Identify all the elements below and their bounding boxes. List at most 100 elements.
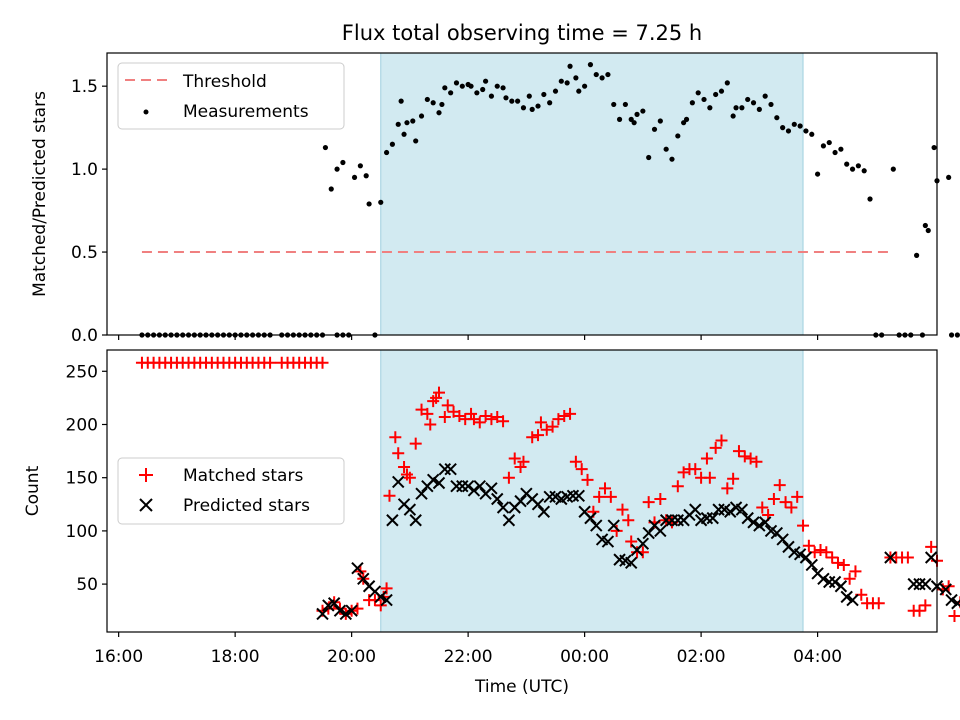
predicted-point: [776, 533, 789, 546]
top-ylabel: Matched/Predicted stars: [30, 91, 50, 297]
predicted-point: [817, 572, 830, 585]
measurement-point: [605, 71, 611, 78]
top-x-ticks: [118, 335, 819, 340]
measurement-point: [695, 90, 701, 96]
matched-point: [837, 558, 850, 571]
bottom-xtick-label: 16:00: [94, 647, 143, 667]
measurement-point: [582, 83, 588, 89]
measurement-point: [351, 174, 358, 181]
predicted-point: [327, 597, 341, 610]
measurement-point: [855, 163, 861, 169]
predicted-point: [907, 577, 920, 591]
measurement-point: [500, 85, 506, 91]
bottom-xlabel: Time (UTC): [474, 677, 569, 697]
bottom-axes-frame: [106, 349, 938, 633]
top-ytick-label: 1.5: [71, 77, 98, 97]
matched-point: [508, 452, 521, 465]
top-ytick-label: 0.0: [71, 326, 98, 346]
measurement-point: [334, 166, 340, 172]
predicted-point: [706, 511, 719, 525]
measurement-point: [724, 80, 730, 86]
measurement-point: [675, 133, 681, 139]
measurement-point: [663, 146, 669, 152]
matched-point: [502, 471, 515, 484]
measurement-point: [430, 100, 436, 106]
measurement-point: [442, 85, 448, 91]
measurement-point: [547, 100, 553, 106]
measurement-point: [631, 120, 637, 126]
predicted-point: [403, 503, 417, 516]
matched-point: [785, 501, 798, 514]
measurement-point: [541, 91, 547, 98]
measurement-point: [363, 173, 369, 179]
measurement-point: [529, 106, 535, 112]
measurement-point: [946, 174, 952, 181]
matched-point: [925, 540, 938, 553]
measurement-point: [814, 171, 821, 177]
measurement-point: [599, 75, 605, 81]
matched-point: [843, 572, 856, 585]
measurement-point: [713, 91, 719, 98]
measurement-point: [689, 100, 695, 106]
predicted-point: [572, 489, 585, 502]
matched-point: [732, 445, 745, 458]
top-axes-frame: [106, 52, 938, 336]
matched-point: [333, 602, 346, 615]
bottom-xtick-label: 18:00: [211, 647, 260, 667]
matched-point: [398, 461, 411, 474]
matched-point: [802, 539, 815, 552]
matched-point: [497, 415, 510, 428]
measurement-point: [785, 128, 792, 134]
matched-point: [514, 461, 527, 474]
matched-point: [919, 599, 932, 612]
predicted-point: [543, 490, 556, 504]
measurement-point: [634, 111, 640, 117]
measurement-point: [366, 201, 372, 207]
predicted-point: [496, 501, 510, 514]
predicted-point: [919, 577, 932, 591]
matched-point: [738, 450, 751, 463]
predicted-point: [339, 607, 353, 621]
predicted-point: [456, 480, 469, 493]
matched-point: [913, 604, 926, 617]
measurement-point: [914, 252, 920, 258]
predicted-point: [601, 535, 615, 548]
matched-point: [575, 463, 588, 476]
measurement-point: [383, 149, 390, 156]
measurement-point: [520, 105, 527, 111]
matched-point: [473, 416, 486, 429]
measurement-point: [611, 101, 617, 108]
measurement-point: [739, 105, 745, 111]
matched-point: [546, 420, 559, 433]
measurement-point: [756, 106, 762, 112]
measurement-point: [322, 144, 329, 151]
measurement-point: [503, 95, 509, 101]
measurement-point: [576, 88, 582, 94]
top-y-axis: 0.0 0.5 1.0 1.5: [71, 77, 107, 346]
matched-point: [709, 441, 722, 454]
matched-point: [616, 503, 629, 516]
predicted-point: [438, 462, 452, 476]
measurement-point: [593, 71, 599, 78]
bottom-x-axis: 16:00 18:00 20:00 22:00 00:00 02:00 04:00: [94, 632, 842, 667]
predicted-point: [712, 503, 725, 516]
matched-point: [831, 556, 844, 569]
predicted-point: [846, 593, 859, 607]
matched-point: [526, 431, 539, 444]
measurement-point: [453, 80, 460, 86]
predicted-point: [700, 511, 714, 525]
chart-title: Flux total observing time = 7.25 h: [342, 21, 702, 45]
matched-point: [721, 482, 734, 495]
predicted-point: [654, 524, 667, 538]
matched-point: [773, 479, 786, 492]
bottom-ylabel: Count: [23, 465, 43, 516]
measurement-point: [867, 196, 873, 202]
measurement-point: [844, 161, 850, 167]
measurement-point: [573, 75, 579, 81]
predicted-point: [392, 475, 405, 489]
predicted-point: [659, 514, 673, 527]
matched-point: [558, 409, 571, 422]
measurement-point: [640, 108, 646, 114]
measurement-point: [552, 88, 559, 94]
measurement-point: [718, 88, 725, 94]
